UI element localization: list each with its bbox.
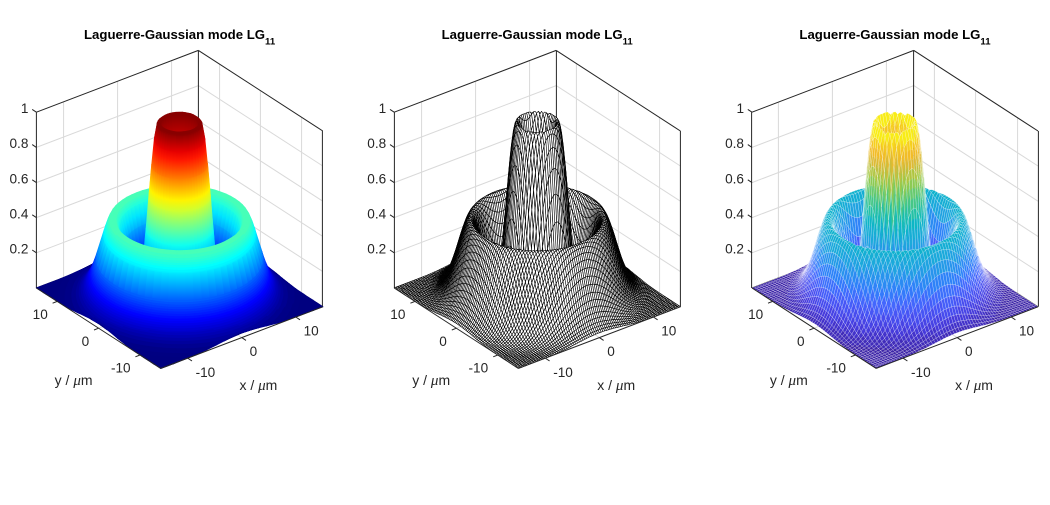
svg-text:10: 10 [390, 307, 406, 322]
svg-text:y / μm: y / μm [770, 372, 808, 389]
svg-text:-10: -10 [553, 365, 573, 380]
svg-text:0: 0 [439, 334, 447, 349]
svg-text:0: 0 [82, 334, 90, 349]
svg-text:0: 0 [250, 344, 258, 359]
svg-text:1: 1 [736, 101, 744, 116]
svg-text:10: 10 [1019, 324, 1035, 339]
svg-text:10: 10 [661, 324, 677, 339]
svg-text:0.8: 0.8 [9, 136, 28, 151]
svg-text:1: 1 [21, 101, 29, 116]
svg-text:-10: -10 [826, 361, 846, 376]
svg-text:-10: -10 [196, 365, 216, 380]
svg-text:y / μm: y / μm [55, 372, 93, 389]
svg-text:10: 10 [33, 307, 49, 322]
svg-text:0.2: 0.2 [367, 242, 386, 257]
svg-text:1: 1 [379, 101, 387, 116]
svg-text:x / μm: x / μm [597, 377, 635, 394]
svg-text:0.6: 0.6 [367, 171, 386, 186]
svg-text:0: 0 [965, 344, 973, 359]
svg-text:0.6: 0.6 [725, 171, 744, 186]
svg-text:0.2: 0.2 [725, 242, 744, 257]
svg-text:Laguerre-Gaussian mode LG11: Laguerre-Gaussian mode LG11 [799, 27, 991, 48]
svg-text:0.6: 0.6 [9, 171, 28, 186]
svg-text:-10: -10 [469, 361, 489, 376]
svg-text:10: 10 [748, 307, 764, 322]
svg-text:0.4: 0.4 [725, 206, 744, 221]
svg-text:x / μm: x / μm [239, 377, 277, 394]
svg-text:y / μm: y / μm [412, 372, 450, 389]
svg-text:Laguerre-Gaussian mode LG11: Laguerre-Gaussian mode LG11 [442, 27, 634, 48]
svg-text:0.2: 0.2 [9, 242, 28, 257]
svg-text:-10: -10 [111, 361, 131, 376]
svg-text:x / μm: x / μm [955, 377, 993, 394]
svg-text:0.8: 0.8 [725, 136, 744, 151]
svg-text:10: 10 [304, 324, 320, 339]
svg-text:0: 0 [607, 344, 615, 359]
svg-text:-10: -10 [911, 365, 931, 380]
svg-text:0.4: 0.4 [9, 206, 28, 221]
svg-text:0: 0 [797, 334, 805, 349]
svg-text:0.8: 0.8 [367, 136, 386, 151]
svg-text:Laguerre-Gaussian mode LG11: Laguerre-Gaussian mode LG11 [84, 27, 276, 48]
svg-text:0.4: 0.4 [367, 206, 386, 221]
